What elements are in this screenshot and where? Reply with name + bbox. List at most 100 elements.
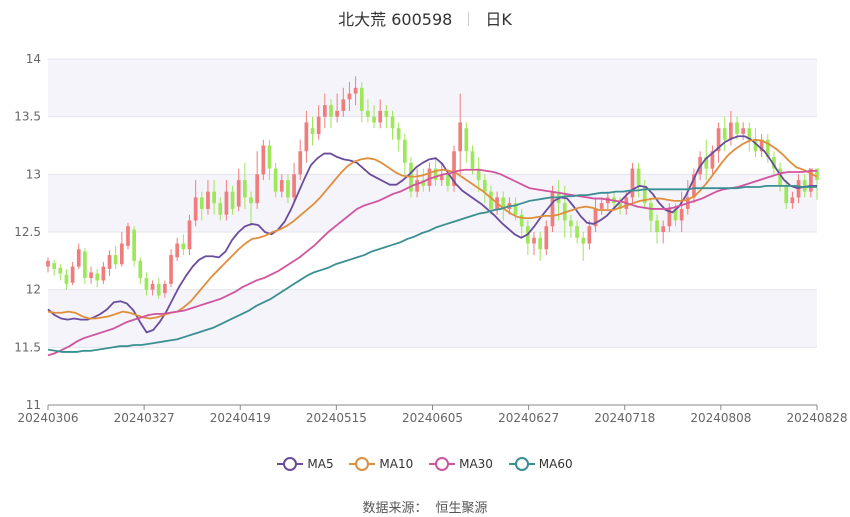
- candle-body: [193, 197, 198, 221]
- candle: [353, 76, 358, 106]
- candle-body: [353, 87, 358, 94]
- candle: [427, 162, 432, 192]
- candle-body: [101, 266, 106, 281]
- candle-body: [722, 128, 727, 140]
- candle: [156, 278, 161, 299]
- candle-body: [741, 128, 746, 134]
- candle-body: [784, 185, 789, 204]
- candle-body: [224, 191, 229, 215]
- candle: [243, 162, 247, 209]
- candle-body: [113, 255, 118, 265]
- legend-ma5-label: MA5: [307, 457, 334, 471]
- candle-body: [249, 197, 253, 204]
- candle: [316, 105, 321, 140]
- legend-item-ma60[interactable]: MA60: [508, 457, 573, 471]
- candle: [802, 174, 807, 198]
- candle-body: [569, 220, 573, 227]
- candle: [298, 139, 303, 181]
- legend-item-ma10[interactable]: MA10: [349, 457, 413, 471]
- candle: [815, 168, 819, 200]
- candle: [273, 162, 278, 198]
- legend-ma5-marker: [283, 457, 298, 471]
- candle-body: [575, 226, 579, 238]
- y-tick-label: 13: [26, 167, 41, 181]
- candle-body: [243, 180, 247, 198]
- candle: [292, 162, 296, 204]
- candle: [458, 93, 463, 175]
- plot-band: [48, 116, 817, 175]
- candle: [212, 180, 216, 215]
- candle: [175, 237, 180, 261]
- candle-body: [513, 203, 518, 215]
- candle-body: [642, 185, 647, 204]
- x-tick-label: 20240828: [786, 411, 847, 425]
- candle-body: [593, 208, 598, 227]
- candle-body: [630, 168, 635, 198]
- candle-body: [58, 267, 63, 274]
- candle: [544, 220, 549, 256]
- candle-body: [329, 105, 333, 117]
- candle-body: [70, 266, 75, 283]
- legend-ma10-label: MA10: [379, 457, 414, 471]
- plot-band: [48, 59, 817, 117]
- x-tick-label: 20240718: [594, 411, 655, 425]
- candle-body: [482, 180, 487, 192]
- candle-body: [433, 168, 438, 181]
- candle-body: [439, 174, 444, 181]
- candle: [390, 110, 395, 140]
- candle: [132, 226, 136, 267]
- plot-band: [48, 347, 817, 405]
- candle: [224, 180, 229, 221]
- candle-body: [421, 180, 426, 186]
- candle: [70, 261, 75, 286]
- candle-body: [452, 151, 456, 186]
- y-tick-label: 11: [26, 398, 41, 412]
- candle: [421, 168, 426, 192]
- candle-body: [187, 220, 192, 250]
- candle-body: [716, 128, 721, 152]
- candle-body: [673, 208, 678, 221]
- candle-body: [544, 226, 549, 250]
- candle-body: [710, 151, 715, 169]
- candle: [599, 197, 604, 215]
- candle: [322, 93, 327, 129]
- candle-body: [212, 191, 216, 204]
- candle: [341, 87, 346, 117]
- candle: [304, 110, 309, 163]
- candle-body: [636, 168, 641, 186]
- candle: [150, 280, 155, 296]
- candle: [384, 105, 389, 129]
- candle-body: [470, 151, 475, 169]
- candle-body: [261, 145, 266, 175]
- candle: [76, 243, 81, 269]
- candle-body: [446, 174, 450, 186]
- candle-body: [501, 197, 506, 209]
- candle-body: [661, 226, 666, 232]
- candle-body: [236, 180, 241, 207]
- candle: [581, 232, 586, 261]
- candle-body: [341, 99, 346, 111]
- candle: [206, 180, 210, 215]
- candle: [267, 139, 272, 181]
- candle: [704, 139, 709, 181]
- candle-body: [489, 191, 493, 209]
- candle: [101, 261, 106, 284]
- legend-item-ma5[interactable]: MA5: [277, 457, 334, 471]
- candle-body: [396, 128, 401, 140]
- legend-item-ma30[interactable]: MA30: [429, 457, 493, 471]
- candle-body: [809, 168, 813, 192]
- chart-header: 北大荒 600598 日K: [0, 6, 850, 30]
- candle-body: [76, 249, 81, 267]
- chart-title: 北大荒 600598: [338, 10, 453, 29]
- period-label: 日K: [485, 10, 512, 29]
- candle: [587, 220, 592, 250]
- candle: [347, 82, 352, 111]
- ma-line-ma30: [47, 168, 817, 357]
- candle: [765, 133, 770, 163]
- candle-body: [772, 157, 776, 169]
- candle: [532, 232, 536, 256]
- candle-body: [273, 168, 278, 192]
- candle-body: [144, 278, 149, 290]
- candle-body: [52, 263, 56, 269]
